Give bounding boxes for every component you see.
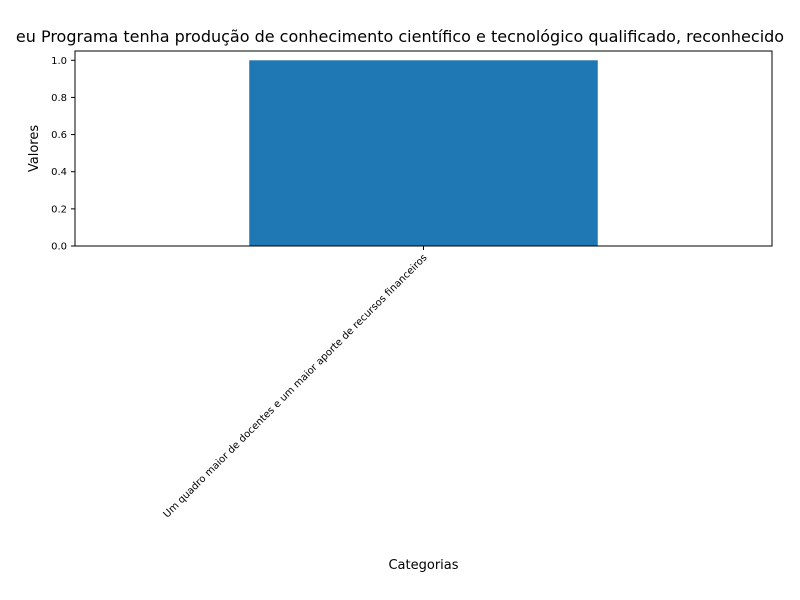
y-tick-label: 0.6	[51, 130, 67, 141]
plot-frame	[74, 50, 773, 247]
x-axis-label: Categorias	[388, 558, 458, 573]
x-tick-label: Um quadro maior de docentes e um maior a…	[162, 252, 430, 520]
bars-group	[249, 60, 598, 247]
bar	[249, 60, 598, 247]
chart-title: eu Programa tenha produção de conhecimen…	[16, 27, 784, 46]
y-axis-label: Valores	[27, 125, 42, 172]
y-tick-label: 0.2	[51, 204, 67, 215]
y-tick-label: 1.0	[51, 56, 67, 67]
plot-area	[74, 50, 773, 247]
y-axis-ticks: 0.0 0.2 0.4 0.6 0.8 1.0	[51, 56, 75, 253]
x-axis-ticks: Um quadro maior de docentes e um maior a…	[162, 246, 430, 520]
y-tick-label: 0.0	[51, 242, 67, 253]
y-tick-label: 0.4	[51, 167, 67, 178]
y-tick-label: 0.8	[51, 93, 67, 104]
